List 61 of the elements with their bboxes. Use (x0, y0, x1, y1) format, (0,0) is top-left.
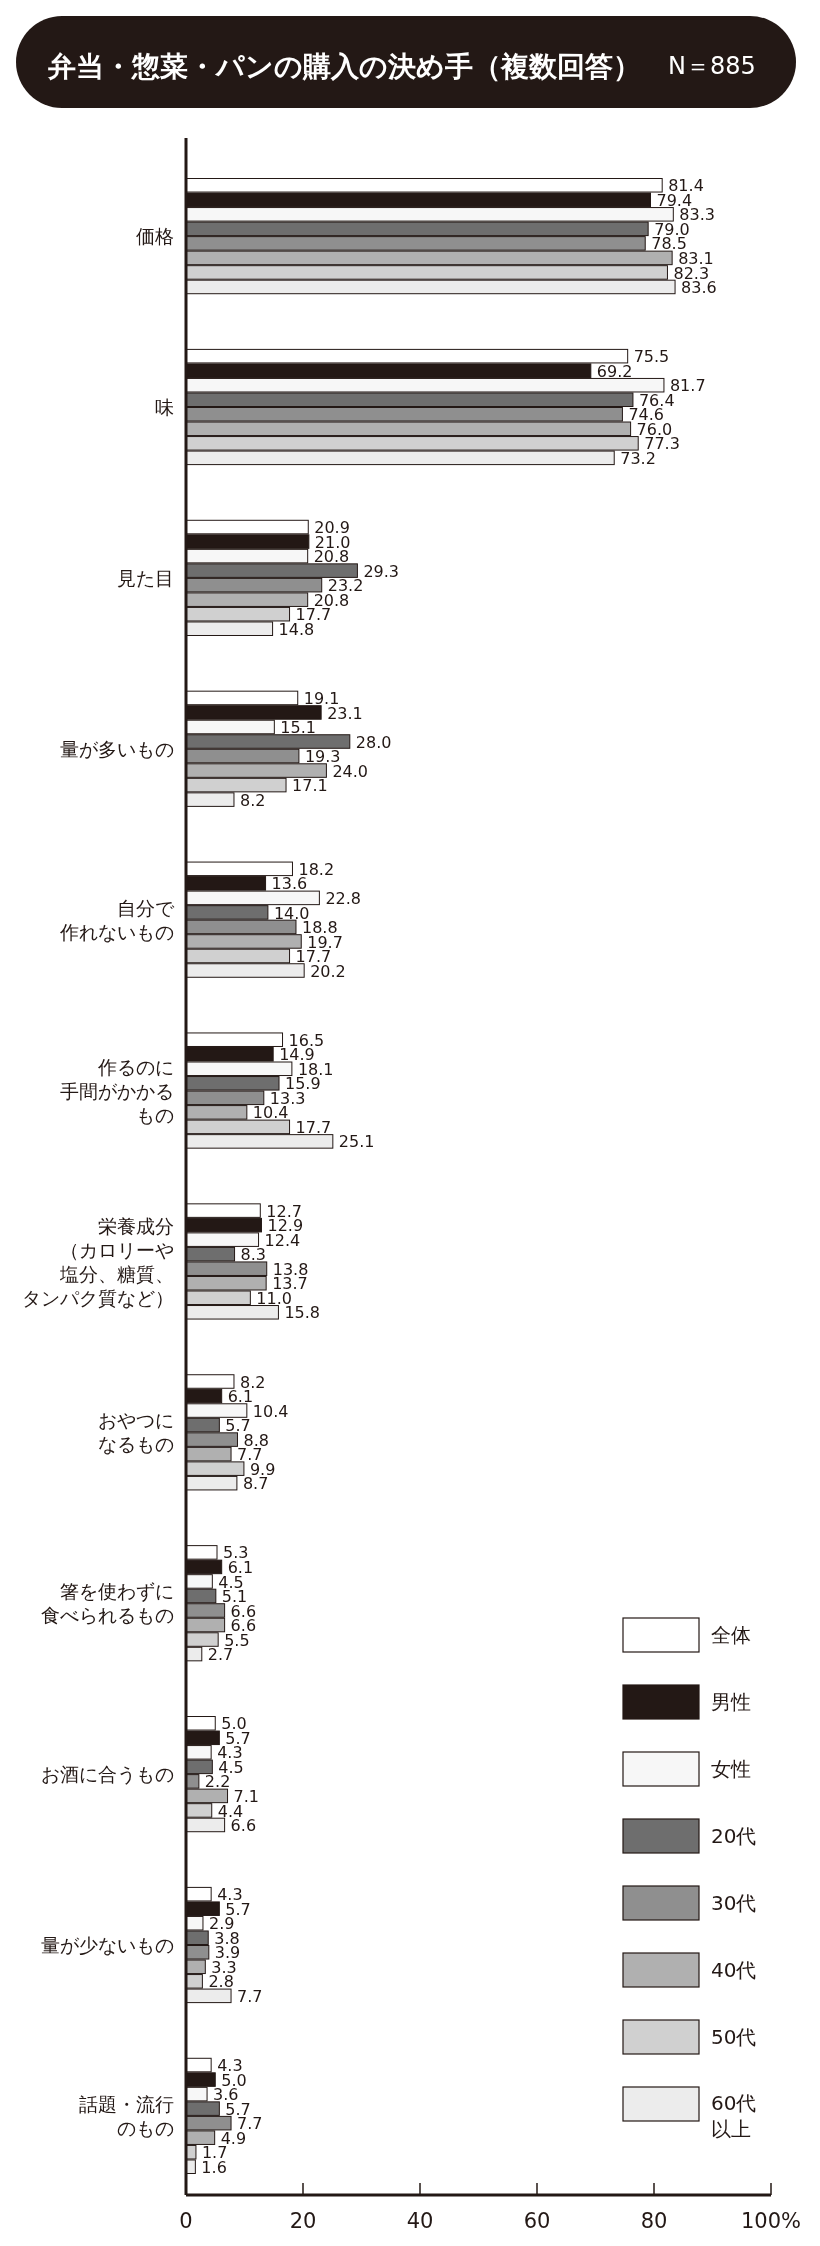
data-label: 13.6 (271, 874, 308, 894)
data-label: 75.5 (633, 347, 670, 367)
chart-subtitle: N＝885 (668, 52, 756, 81)
x-tick-label: 80 (640, 2209, 668, 2234)
y-tick-label: 量が少ないもの (41, 1934, 174, 1957)
data-label: 15.1 (280, 718, 316, 738)
data-label: 17.1 (292, 776, 328, 796)
legend-label: 全体 (711, 1623, 751, 1647)
y-tick-label: 味 (155, 396, 174, 419)
x-tick-label: 60 (523, 2209, 551, 2234)
data-label: 2.8 (208, 1972, 234, 1992)
chart-title: 弁当・惣菜・パンの購入の決め手（複数回答） (47, 49, 641, 83)
data-label: 2.7 (207, 1645, 234, 1665)
legend-label: 30代 (711, 1891, 757, 1915)
legend-label: 40代 (711, 1958, 757, 1982)
legend-label: 男性 (711, 1690, 751, 1714)
data-label: 8.3 (240, 1245, 267, 1265)
data-label: 8.7 (242, 1474, 269, 1494)
x-tick-label: 100% (740, 2209, 802, 2234)
data-label: 10.4 (252, 1401, 289, 1421)
data-label: 17.7 (295, 1117, 332, 1137)
data-label: 10.4 (252, 1103, 289, 1123)
data-label: 83.6 (681, 278, 717, 298)
y-tick-label: 価格 (136, 225, 174, 248)
y-tick-label: 栄養成分（カロリーや塩分、糖質、タンパク質など） (22, 1214, 174, 1309)
data-label: 22.8 (325, 888, 362, 908)
data-label: 20.8 (313, 547, 350, 567)
data-label: 24.0 (332, 761, 369, 781)
y-tick-label: 見た目 (117, 567, 174, 590)
y-tick-label: 自分で作れないもの (59, 896, 175, 943)
legend-label: 女性 (711, 1757, 751, 1781)
data-label: 14.8 (278, 619, 315, 639)
y-tick-label: 話題・流行のもの (79, 2093, 174, 2140)
data-label: 15.8 (284, 1303, 321, 1323)
data-label: 20.2 (310, 961, 346, 981)
y-tick-label: お酒に合うもの (41, 1763, 174, 1786)
x-tick-label: 20 (289, 2209, 317, 2234)
data-label: 2.2 (204, 1772, 231, 1792)
data-label: 1.6 (201, 2157, 227, 2177)
y-tick-label: 箸を使わずに食べられるもの (41, 1580, 174, 1627)
data-label: 29.3 (363, 561, 400, 581)
data-label: 25.1 (338, 1132, 375, 1152)
x-tick-label: 0 (179, 2209, 193, 2234)
legend-label: 50代 (711, 2025, 757, 2049)
legend-label: 60代以上 (711, 2091, 757, 2141)
data-label: 23.1 (327, 703, 363, 723)
data-label: 83.1 (678, 249, 714, 268)
data-label: 73.2 (620, 448, 656, 468)
data-label: 7.1 (233, 1787, 259, 1806)
data-label: 7.7 (237, 1986, 263, 2006)
y-tick-label: おやつになるもの (98, 1409, 174, 1456)
data-label: 8.2 (239, 790, 266, 810)
legend-label: 20代 (711, 1824, 757, 1848)
x-tick-label: 40 (406, 2209, 434, 2234)
data-label: 69.2 (596, 361, 633, 381)
data-label: 12.4 (264, 1230, 301, 1250)
data-label: 6.6 (230, 1816, 257, 1836)
data-label: 28.0 (355, 732, 392, 752)
y-tick-label: 作るのに手間がかかるもの (60, 1055, 174, 1126)
data-label: 6.1 (227, 1387, 254, 1407)
y-tick-label: 量が多いもの (60, 737, 174, 760)
